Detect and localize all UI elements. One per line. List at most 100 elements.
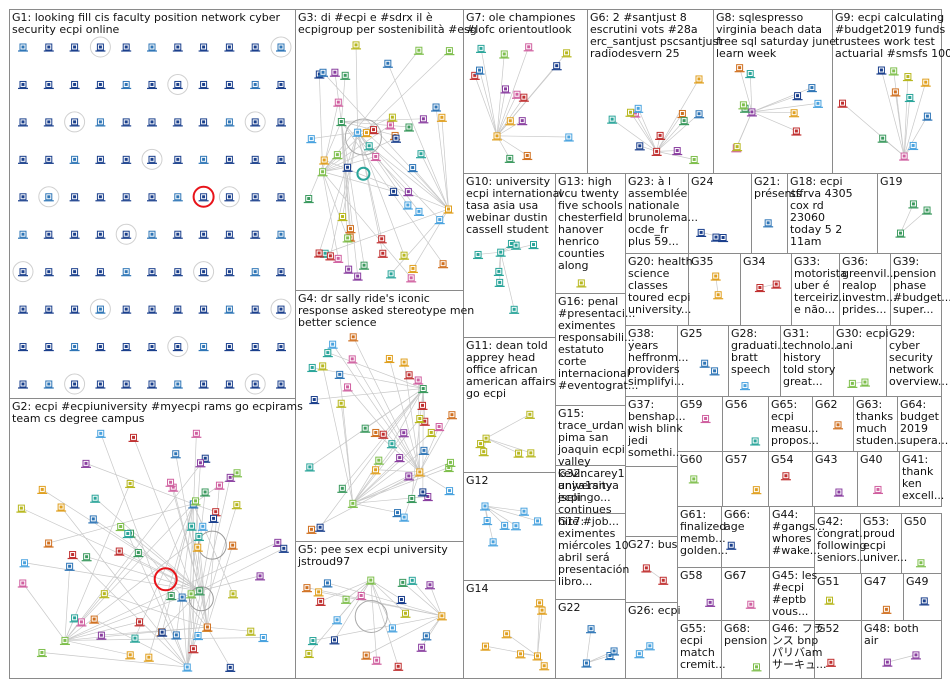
edge [485,645,538,657]
node-g7 [523,43,534,52]
node-g1 [250,118,261,127]
node-g2 [171,631,182,640]
node-g3 [303,195,314,204]
node-g10 [509,305,520,314]
node-g3 [402,201,413,210]
edge [903,97,911,157]
node-g3 [368,126,379,135]
edge [186,462,201,668]
node-g4 [315,523,326,532]
node-g5 [387,624,398,633]
node-g1 [224,305,235,314]
node-g2 [95,429,106,438]
edge [411,580,443,617]
group-label-g66: G66: age [724,508,750,533]
node-g2 [192,543,203,552]
node-g3 [407,164,418,173]
edge [341,121,359,277]
hub-ring [356,166,371,181]
node-g48 [910,651,921,660]
node-g3 [345,225,356,234]
group-label-g23: G23: à l assemblée nationale brunolema... oc… [628,175,698,248]
node-g3 [317,168,328,177]
edge [352,457,400,504]
node-g19 [922,206,933,215]
node-g1 [43,305,54,314]
group-label-g50: G50 [904,515,927,528]
node-g4 [342,383,353,392]
edge [24,562,200,592]
edge [42,489,200,592]
edge [496,53,505,136]
node-g3 [364,142,375,151]
node-g8 [812,99,823,108]
edge [322,124,391,173]
node-g1 [276,305,286,314]
node-g1 [69,118,80,127]
node-g12 [488,538,499,547]
edge [751,111,795,114]
edge [341,121,351,229]
node-g1 [147,305,157,314]
node-g2 [129,634,140,643]
edge [903,115,928,157]
edge [370,579,406,614]
edge [85,463,194,505]
node-g9 [899,152,910,161]
group-label-g43: G43 [815,453,838,466]
edge [186,491,206,668]
node-g3 [386,270,397,279]
node-g1 [172,305,183,314]
node-g1 [198,43,209,52]
edge [206,545,234,628]
edge [64,593,192,641]
node-g25 [699,359,710,368]
node-g3 [382,59,393,68]
node-g4 [426,428,437,438]
edge [506,633,538,657]
node-g9 [920,78,931,87]
node-g4 [304,463,315,472]
edge [181,597,188,668]
node-g6 [634,142,645,151]
node-g1 [276,155,286,164]
node-g1 [276,118,286,127]
node-g12 [482,517,493,526]
edge [94,497,200,592]
node-g6 [677,109,688,119]
node-g1 [250,343,261,352]
node-g2 [133,549,144,558]
group-label-g37: G37: benshap... wish blink jedi somethi... [627,398,686,459]
group-label-g54: G54 [771,453,794,466]
node-g11 [475,440,486,449]
node-g4 [398,429,409,438]
edge [64,640,131,656]
edge [630,112,657,152]
node-g1 [276,43,286,52]
self-loop [167,336,189,358]
node-g68 [751,663,762,672]
node-g7 [476,44,487,53]
edge [352,503,398,513]
node-g67 [745,600,756,609]
node-g2 [258,634,269,643]
group-label-g58: G58 [680,569,703,582]
edge [368,145,449,210]
node-g50 [915,559,926,568]
node-g1 [18,305,28,314]
node-g35 [713,291,724,300]
group-label-g59: G59 [680,398,703,411]
node-g1 [147,343,157,352]
node-g3 [390,134,401,143]
edge [656,113,683,152]
edge [340,121,349,270]
node-g56 [750,437,761,446]
node-g1 [69,343,80,352]
group-label-g27: G27: bus [628,538,678,551]
node-g6 [679,117,690,126]
node-g7 [522,151,533,161]
node-g1 [69,193,80,202]
node-g11 [524,410,535,419]
node-g1 [95,155,106,164]
node-g8 [745,70,756,79]
